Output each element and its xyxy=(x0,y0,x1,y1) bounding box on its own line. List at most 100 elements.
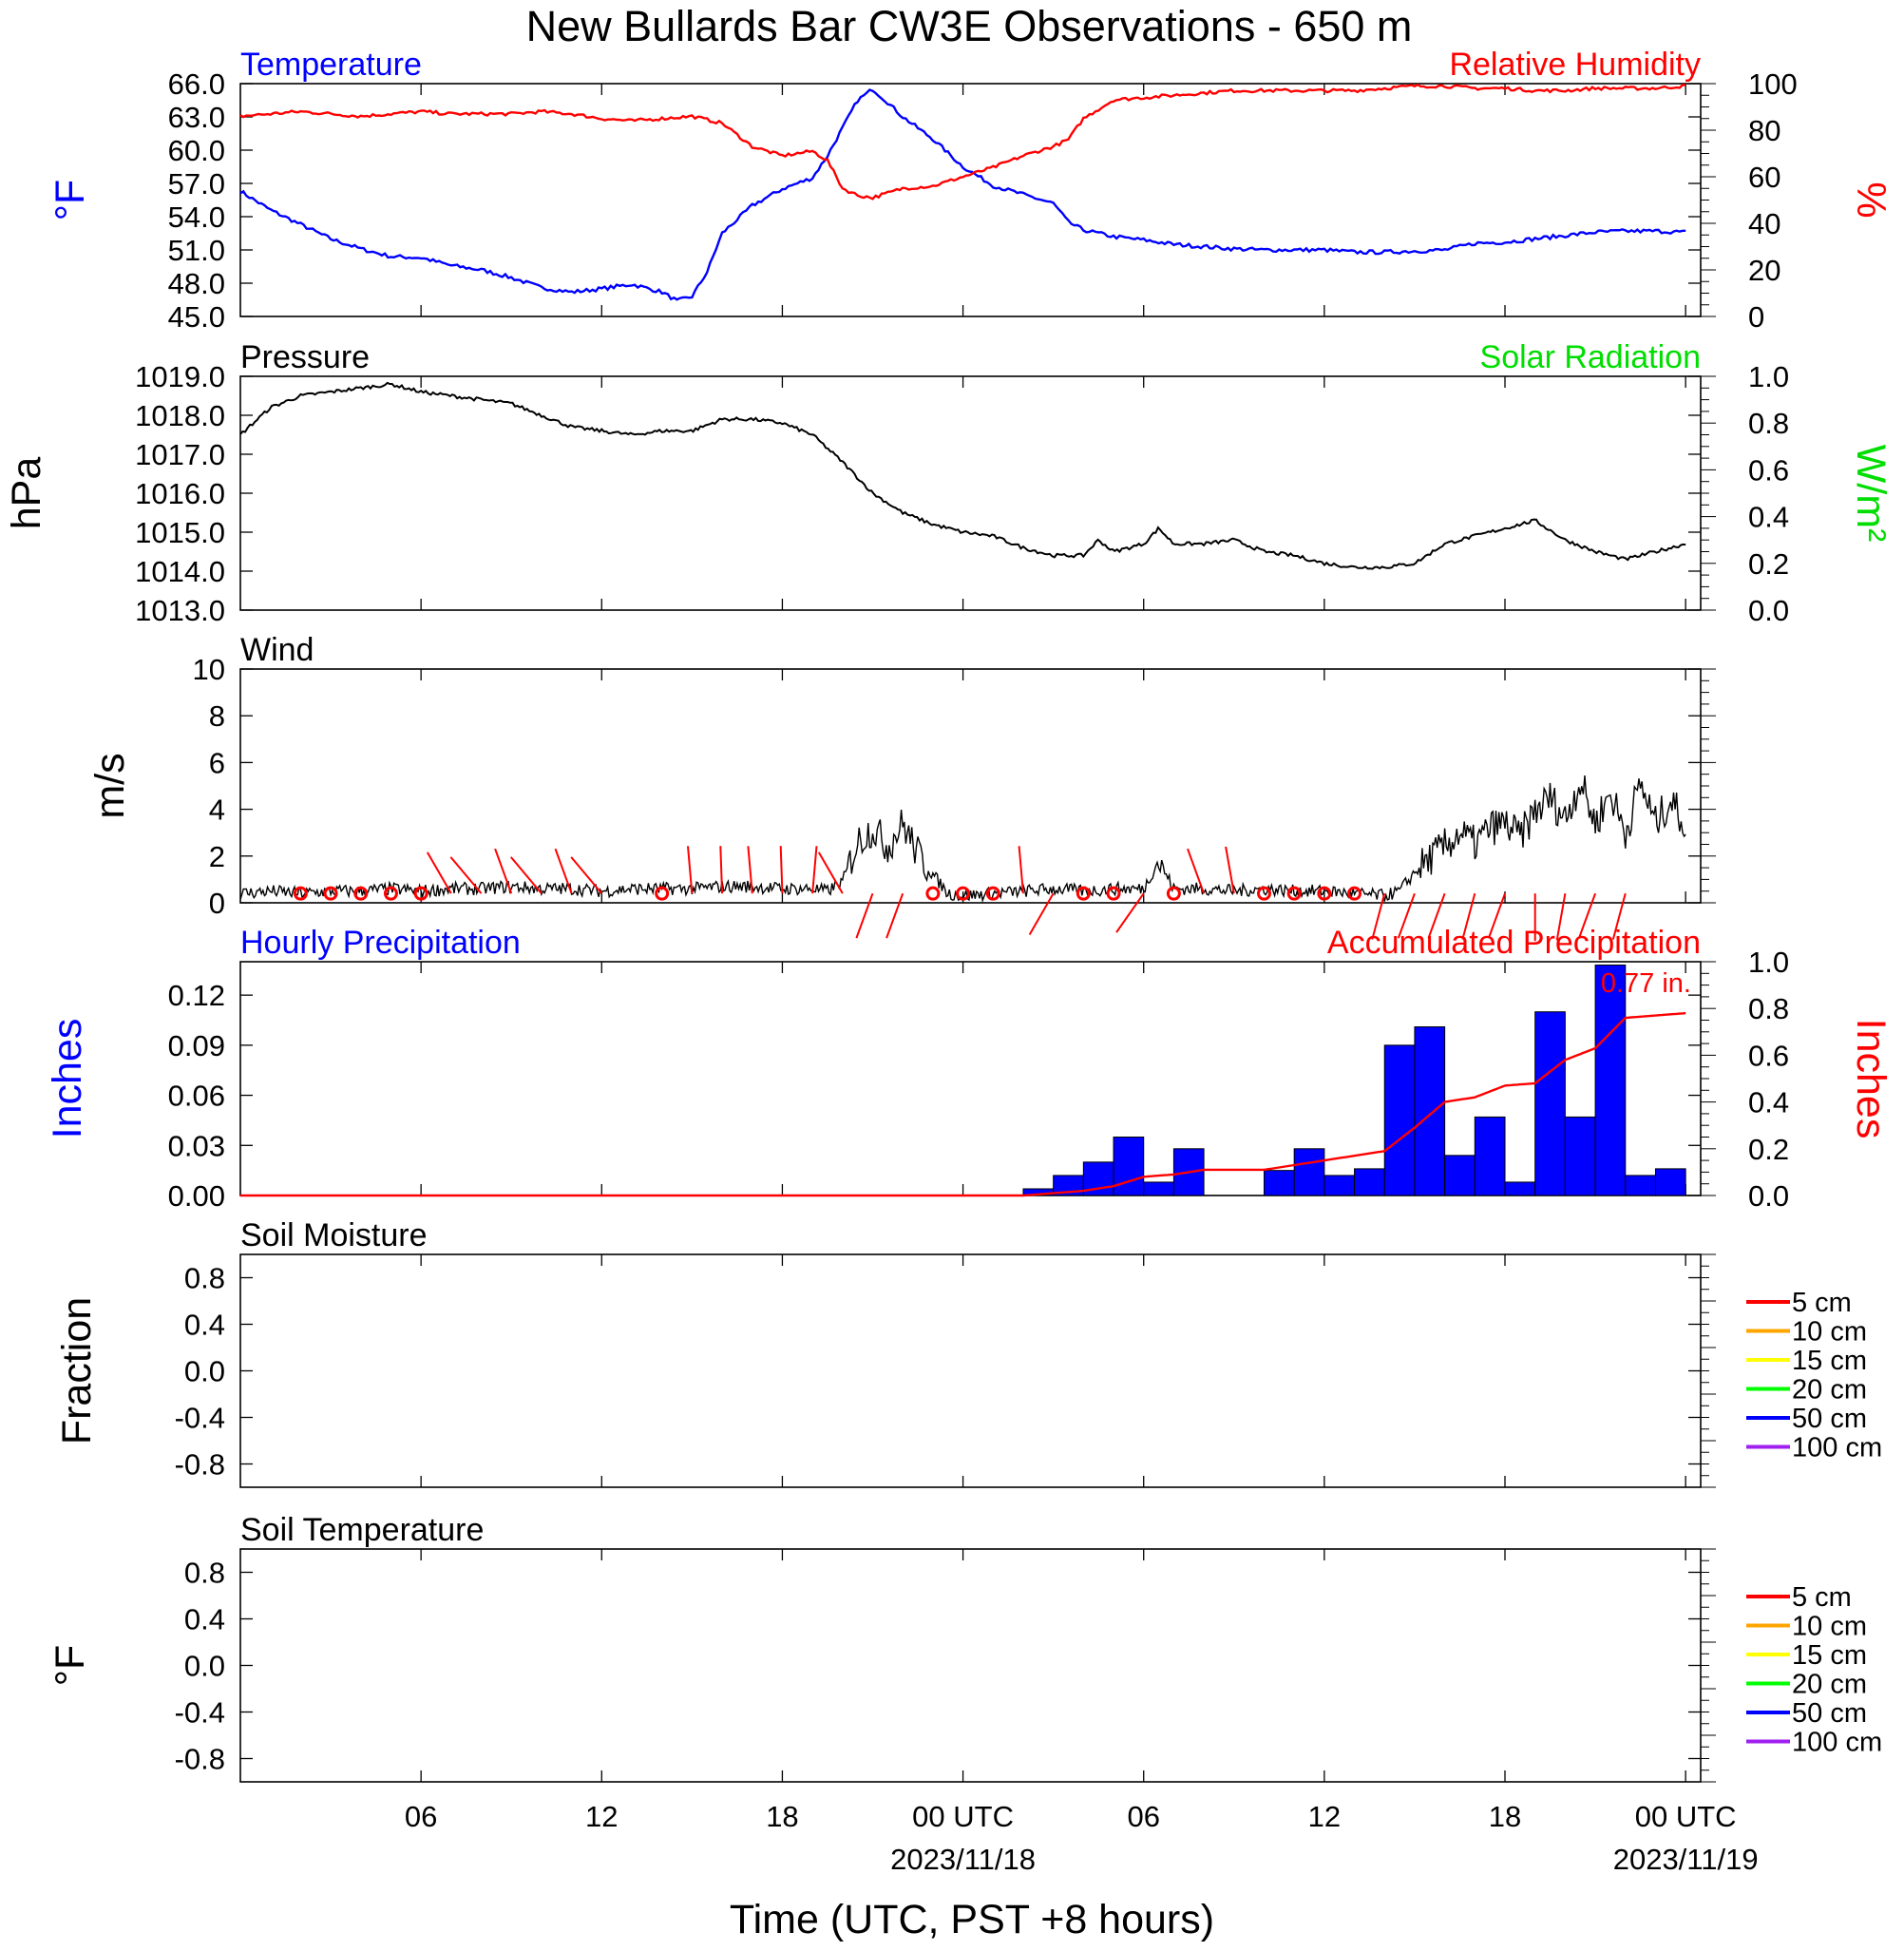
y-tick-label: 1019.0 xyxy=(135,360,225,393)
panel-frame xyxy=(239,375,1702,611)
y-tick-label: 0.12 xyxy=(168,979,225,1012)
wind-barb-calm xyxy=(1166,886,1181,901)
x-tick-label: 12 xyxy=(1308,1800,1341,1833)
wind-barb xyxy=(811,846,818,894)
hourly-precip-bar xyxy=(1383,1044,1416,1196)
wind-barb-calm xyxy=(1256,886,1271,901)
y-tick-label: 0.09 xyxy=(168,1029,225,1062)
y-tick-label: -0.8 xyxy=(175,1448,225,1482)
hourly-precip-bar xyxy=(1625,1175,1656,1196)
panel-title-right: Solar Radiation xyxy=(1480,339,1701,375)
wind-barb-calm xyxy=(1317,886,1332,901)
y-right-tick-label: 1.0 xyxy=(1748,946,1789,979)
wind-barb-calm xyxy=(1347,886,1362,901)
y-tick-label: 48.0 xyxy=(168,267,225,300)
hourly-precip-bar xyxy=(1564,1116,1596,1196)
y-right-tick-label: 60 xyxy=(1748,161,1780,194)
x-tick-label: 00 UTC xyxy=(912,1800,1014,1833)
wind-barb xyxy=(1427,892,1446,939)
y-axis-label: Fraction xyxy=(54,1297,100,1444)
y-tick-label: 66.0 xyxy=(168,67,225,101)
wind-barb xyxy=(1611,892,1627,940)
y-right-tick-label: 40 xyxy=(1748,207,1780,240)
y-axis-label: °F xyxy=(48,180,93,220)
humidity-series-line xyxy=(239,83,1686,201)
x-axis: 06 12 18 00 UTC 06 12 18 00 UTC 2023/11/18 2023/1… xyxy=(405,1800,1759,1876)
legend-label: 50 cm xyxy=(1792,1698,1867,1729)
x-tick-label: 00 UTC xyxy=(1635,1800,1737,1833)
panel-title-left: Soil Temperature xyxy=(240,1512,484,1548)
y-axis-label-right: % xyxy=(1848,182,1894,218)
panel-wind: 0 2 4 6 8 10 Wind m/s xyxy=(87,632,1716,942)
y-tick-label: 0.00 xyxy=(168,1179,225,1213)
y-right-tick-label: 0.8 xyxy=(1748,407,1789,440)
y-tick-label: 54.0 xyxy=(168,201,225,234)
x-date-label: 2023/11/19 xyxy=(1613,1843,1759,1876)
wind-barb xyxy=(449,856,483,894)
legend-label: 15 cm xyxy=(1792,1640,1867,1671)
legend-label: 5 cm xyxy=(1792,1288,1852,1318)
y-axis-label: Inches xyxy=(45,1019,90,1139)
wind-barb xyxy=(554,848,573,894)
wind-barb xyxy=(1461,892,1476,940)
wind-barb xyxy=(747,846,753,894)
wind-barb xyxy=(885,892,904,939)
wind-barb xyxy=(494,848,513,894)
hourly-precip-bar xyxy=(1474,1116,1506,1196)
accum-precip-line xyxy=(240,1011,1686,1197)
hourly-precip-bar xyxy=(1504,1181,1536,1196)
wind-barb xyxy=(1187,848,1206,894)
hourly-precip-bar xyxy=(1354,1168,1385,1196)
y-tick-label: -0.4 xyxy=(175,1402,225,1435)
legend-label: 5 cm xyxy=(1792,1582,1852,1613)
legend-label: 15 cm xyxy=(1792,1346,1867,1376)
legend-label: 50 cm xyxy=(1792,1404,1867,1434)
y-right-tick-label: 0.0 xyxy=(1748,1179,1789,1213)
y-right-tick-label: 0 xyxy=(1748,300,1764,334)
y-right-tick-label: 0.0 xyxy=(1748,594,1789,627)
wind-barb-calm xyxy=(293,886,308,901)
y-tick-label: 1015.0 xyxy=(135,516,225,549)
wind-barb-calm xyxy=(353,886,369,901)
wind-barb-calm xyxy=(413,886,428,901)
y-tick-label: 4 xyxy=(209,794,225,827)
wind-barb xyxy=(1555,892,1567,941)
wind-barb xyxy=(1115,892,1145,933)
x-tick-label: 06 xyxy=(405,1800,437,1833)
wind-barb-calm xyxy=(1286,886,1302,901)
wind-barb xyxy=(570,856,603,894)
y-tick-label: 45.0 xyxy=(168,300,225,334)
panel-precip: 0.00 0.03 0.06 0.09 0.12 0.0 0.2 0.4 0.6 0.8 1.0 Ho… xyxy=(45,925,1894,1213)
y-tick-label: 1014.0 xyxy=(135,555,225,588)
hourly-precip-bar xyxy=(1594,965,1627,1196)
panel-title-left: Hourly Precipitation xyxy=(240,925,521,961)
wind-barb xyxy=(1397,892,1416,939)
wind-barb xyxy=(817,851,844,894)
legend-label: 10 cm xyxy=(1792,1612,1867,1642)
y-axis-label: hPa xyxy=(4,457,49,530)
wind-barb xyxy=(779,846,784,894)
wind-barb-calm xyxy=(655,886,670,901)
chart-title: New Bullards Bar CW3E Observations - 650… xyxy=(526,2,1413,50)
y-tick-label: -0.8 xyxy=(175,1743,225,1776)
panel-title-left: Wind xyxy=(240,632,314,668)
y-tick-label: 0.03 xyxy=(168,1129,225,1162)
y-tick-label: 51.0 xyxy=(168,234,225,267)
panel-title-right: Relative Humidity xyxy=(1449,47,1701,83)
y-tick-label: 63.0 xyxy=(168,101,225,134)
hourly-precip-bar xyxy=(1293,1148,1325,1196)
wind-barb xyxy=(510,856,543,894)
wind-barb xyxy=(1018,846,1024,894)
y-tick-label: 0.4 xyxy=(184,1309,225,1342)
wind-barb xyxy=(1371,892,1386,940)
y-right-tick-label: 0.8 xyxy=(1748,992,1789,1025)
y-tick-label: 0.0 xyxy=(184,1650,225,1683)
y-right-tick-label: 20 xyxy=(1748,254,1780,287)
hourly-precip-bar xyxy=(1263,1170,1295,1196)
wind-series-line xyxy=(239,775,1686,904)
x-tick-label: 06 xyxy=(1127,1800,1159,1833)
panel-title-left: Pressure xyxy=(240,339,370,375)
hourly-precip-bar xyxy=(1534,1011,1566,1196)
